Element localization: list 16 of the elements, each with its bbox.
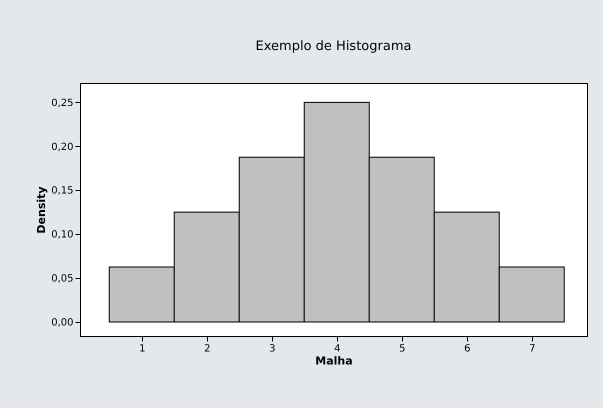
y-tick-label: 0,05	[51, 274, 74, 285]
y-tick-label: 0,00	[51, 317, 74, 328]
y-axis-title: Density	[35, 186, 48, 234]
x-tick-label: 4	[334, 344, 340, 354]
x-tick-label: 3	[269, 344, 276, 354]
y-tick-label: 0,25	[51, 98, 74, 109]
x-tick-label: 1	[139, 344, 146, 354]
x-tick-label: 6	[464, 344, 470, 354]
y-tick-label: 0,20	[51, 142, 74, 153]
x-tick-label: 2	[204, 344, 210, 354]
y-tick-label: 0,10	[51, 230, 74, 241]
x-tick-label: 7	[529, 344, 536, 354]
x-axis-title: Malha	[315, 354, 353, 368]
y-tick-label: 0,15	[51, 186, 74, 197]
chart-title: Exemplo de Histograma	[256, 39, 412, 54]
x-tick-label: 5	[399, 344, 406, 354]
